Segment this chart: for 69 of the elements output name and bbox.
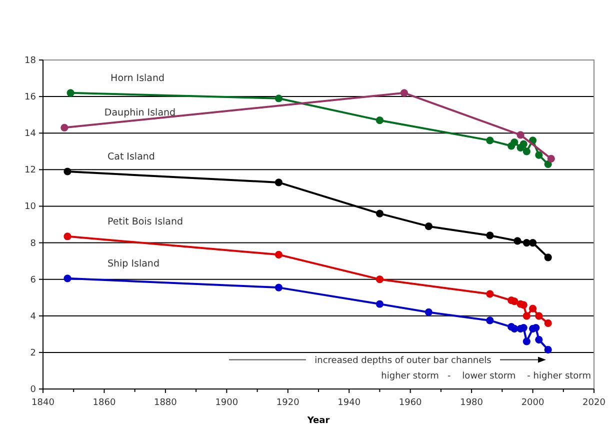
x-tick-label: 1980 [460, 398, 484, 408]
x-axis-title: Year [306, 416, 330, 426]
y-tick-label: 10 [24, 202, 36, 212]
point [274, 94, 283, 102]
point [535, 151, 543, 159]
point [376, 276, 384, 284]
point [535, 312, 543, 320]
x-tick-label: 1920 [276, 398, 300, 408]
y-tick-label: 6 [30, 275, 36, 286]
point [528, 238, 537, 247]
point [400, 89, 408, 97]
point [486, 232, 494, 240]
point [544, 346, 552, 354]
point [535, 336, 543, 344]
series-label: Petit Bois Island [107, 216, 184, 228]
point [274, 250, 283, 258]
point [64, 232, 72, 240]
point [532, 324, 540, 332]
y-tick-label: 12 [24, 166, 36, 176]
y-tick-label: 4 [30, 312, 36, 322]
point [64, 274, 72, 282]
point [376, 210, 384, 218]
point [486, 290, 494, 298]
point [520, 140, 528, 148]
point [510, 138, 518, 146]
series-label: Horn Island [110, 72, 165, 84]
point [522, 338, 530, 346]
y-tick-label: 18 [24, 56, 36, 66]
point [516, 131, 524, 139]
point [544, 319, 552, 327]
x-tick-label: 1900 [215, 398, 238, 408]
point [376, 300, 384, 308]
point [424, 308, 432, 316]
point [514, 237, 522, 245]
point [486, 316, 494, 324]
x-tick-label: 2000 [521, 398, 545, 408]
x-tick-label: 1880 [154, 398, 178, 408]
series-label: Cat Island [107, 151, 155, 162]
point [544, 160, 552, 168]
point [522, 148, 530, 156]
point [520, 301, 528, 309]
y-tick-label: 14 [24, 129, 36, 140]
x-tick-label: 1860 [92, 398, 116, 408]
point [64, 168, 72, 176]
y-tick-label: 8 [30, 238, 36, 249]
y-tick-label: 2 [30, 348, 36, 358]
point [66, 89, 74, 97]
point [522, 238, 530, 247]
point [274, 178, 283, 186]
point [424, 222, 432, 230]
x-tick-label: 1960 [398, 398, 422, 408]
x-tick-label: 2020 [582, 398, 606, 408]
x-tick-label: 1940 [338, 398, 361, 408]
point [510, 297, 518, 306]
point [522, 312, 530, 320]
point [274, 284, 283, 292]
point [528, 304, 537, 312]
point [544, 254, 552, 262]
series-label: Ship Island [107, 258, 160, 270]
point [376, 116, 384, 124]
series-label: Dauphin Island [104, 108, 176, 119]
y-tick-label: 16 [24, 92, 36, 103]
x-tick-label: 1840 [32, 398, 55, 408]
point [547, 154, 555, 162]
annotation: higher storm - lower storm - higher storm [381, 371, 591, 382]
y-tick-label: 0 [30, 385, 36, 395]
annotation: increased depths of outer bar channels [314, 356, 492, 366]
point [60, 124, 68, 132]
point [486, 136, 494, 144]
